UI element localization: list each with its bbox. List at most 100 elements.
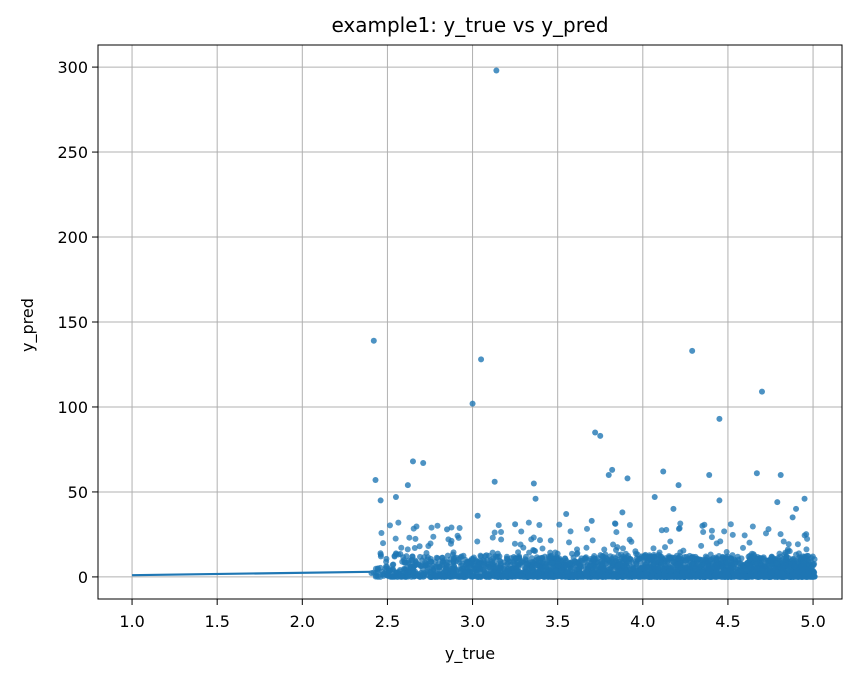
scatter-point [808, 565, 815, 572]
scatter-point [744, 559, 751, 566]
series-line [132, 570, 371, 577]
scatter-point [489, 534, 496, 541]
scatter-point [530, 480, 537, 487]
scatter-point [404, 482, 411, 489]
scatter-point [450, 557, 457, 564]
scatter-point [505, 566, 512, 573]
scatter-point [607, 553, 614, 560]
scatter-point [533, 562, 540, 569]
scatter-point [713, 569, 720, 576]
scatter-point [459, 560, 466, 567]
scatter-point [403, 553, 410, 560]
scatter-point [498, 528, 505, 535]
scatter-point [410, 525, 417, 532]
scatter-point [555, 562, 562, 569]
scatter-point [468, 559, 475, 566]
scatter-point [372, 477, 379, 484]
scatter-point [733, 570, 740, 577]
scatter-point [483, 552, 490, 559]
scatter-point [768, 569, 775, 576]
scatter-point [428, 524, 435, 531]
scatter-point [590, 563, 597, 570]
scatter-point [767, 557, 774, 564]
scatter-point [743, 573, 750, 580]
scatter-point [780, 538, 787, 545]
scatter-point [686, 552, 693, 559]
scatter-point [697, 572, 704, 579]
scatter-point [491, 529, 498, 536]
scatter-point [675, 561, 682, 568]
scatter-point [743, 567, 750, 574]
scatter-point [530, 534, 537, 541]
scatter-point [725, 573, 732, 580]
scatter-point [520, 544, 527, 551]
scatter-point [650, 551, 657, 558]
scatter-point [793, 505, 800, 512]
scatter-point [493, 564, 500, 571]
scatter-point [596, 569, 603, 576]
scatter-point [662, 563, 669, 570]
scatter-point [571, 558, 578, 565]
scatter-point [777, 471, 784, 478]
scatter-point [525, 519, 532, 526]
scatter-point [493, 67, 500, 74]
scatter-point [592, 429, 599, 436]
chart-title: example1: y_true vs y_pred [331, 13, 608, 37]
scatter-point [430, 533, 437, 540]
scatter-point [434, 522, 441, 529]
scatter-point [667, 567, 674, 574]
scatter-point [553, 572, 560, 579]
scatter-point [392, 494, 399, 501]
scatter-point [378, 530, 385, 537]
scatter-point [448, 565, 455, 572]
scatter-point [615, 562, 622, 569]
scatter-point [480, 562, 487, 569]
scatter-point [614, 544, 621, 551]
scatter-point [713, 561, 720, 568]
scatter-point [609, 466, 616, 473]
scatter-point [727, 521, 734, 528]
scatter-point [383, 555, 390, 562]
scatter-point [643, 570, 650, 577]
scatter-point [633, 550, 640, 557]
scatter-point [811, 569, 818, 576]
scatter-point [605, 471, 612, 478]
scatter-point [496, 553, 503, 560]
scatter-point [809, 553, 816, 560]
y-tick-label: 250 [57, 143, 88, 162]
scatter-point [539, 558, 546, 565]
scatter-point [423, 562, 430, 569]
scatter-point [737, 573, 744, 580]
x-tick-label: 1.5 [204, 612, 229, 631]
scatter-point [638, 571, 645, 578]
scatter-point [436, 564, 443, 571]
scatter-point [500, 573, 507, 580]
scatter-point [663, 573, 670, 580]
scatter-point [411, 569, 418, 576]
scatter-point [573, 551, 580, 558]
scatter-point [535, 570, 542, 577]
scatter-point [591, 553, 598, 560]
scatter-point [729, 531, 736, 538]
scatter-point [639, 562, 646, 569]
scatter-point [698, 542, 705, 549]
scatter-point [533, 554, 540, 561]
scatter-point [439, 554, 446, 561]
scatter-point [628, 538, 635, 545]
scatter-point [626, 522, 633, 529]
scatter-point [599, 573, 606, 580]
x-tick-label: 4.5 [715, 612, 740, 631]
scatter-point [650, 545, 657, 552]
scatter-point [583, 544, 590, 551]
scatter-point [377, 550, 384, 557]
scatter-point [538, 565, 545, 572]
scatter-point [547, 537, 554, 544]
scatter-point [601, 546, 608, 553]
scatter-point [776, 550, 783, 557]
scatter-point [670, 505, 677, 512]
scatter-point [583, 568, 590, 575]
scatter-point [675, 525, 682, 532]
scatter-point [689, 347, 696, 354]
scatter-point [495, 522, 502, 529]
scatter-point [720, 573, 727, 580]
